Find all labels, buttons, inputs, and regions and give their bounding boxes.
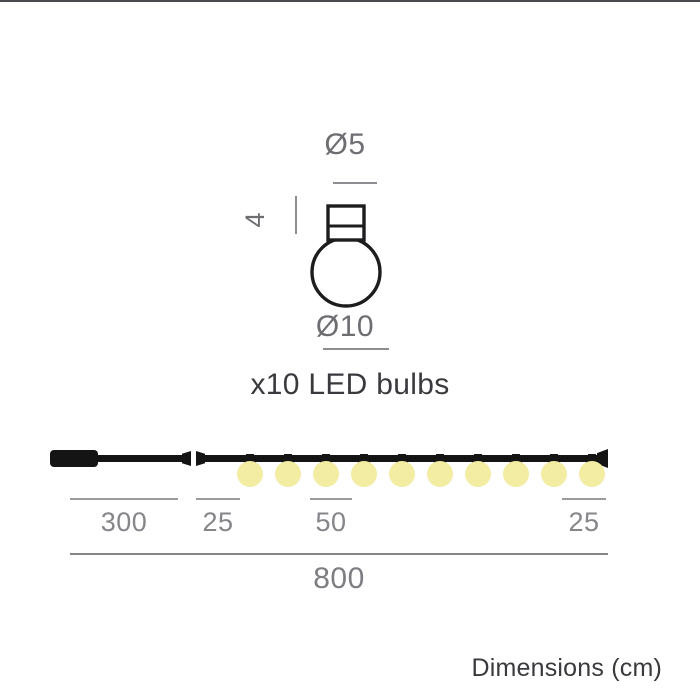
dimension-label: 300 — [100, 507, 148, 537]
bulb-count-caption: x10 LED bulbs — [250, 368, 450, 401]
bulb-globe-icon — [465, 461, 491, 487]
top-border-rule — [0, 0, 700, 2]
led-bulb — [503, 454, 529, 490]
dimension-rule — [196, 498, 240, 500]
bulb-globe-icon — [313, 461, 339, 487]
bulb-globe-icon — [427, 461, 453, 487]
led-bulb — [427, 454, 453, 490]
light-string-diagram — [0, 440, 700, 500]
bulb-globe-icon — [503, 461, 529, 487]
led-bulb — [541, 454, 567, 490]
bulb-cap-icon — [282, 454, 294, 463]
led-bulb — [237, 454, 263, 490]
bulb-cap-icon — [320, 454, 332, 463]
bulb-cap-icon — [358, 454, 370, 463]
bulb-cap-icon — [586, 454, 598, 463]
bulb-cap-icon — [510, 454, 522, 463]
bulb-detail-diagram: Ø5 4 Ø10 — [230, 128, 460, 358]
dimension-rule — [562, 498, 606, 500]
dimension-label: 25 — [202, 507, 234, 537]
connector-male-icon — [182, 451, 191, 466]
total-dimension-label: 800 — [313, 562, 365, 595]
bulb-cap-icon — [548, 454, 560, 463]
bulb-cap-icon — [396, 454, 408, 463]
bulb-globe-icon — [275, 461, 301, 487]
led-bulb — [313, 454, 339, 490]
bulb-globe-icon — [389, 461, 415, 487]
dimension-rule — [310, 498, 352, 500]
end-terminal-icon — [597, 449, 608, 468]
cap-diameter-tick — [333, 182, 377, 184]
bulb-cap-icon — [434, 454, 446, 463]
led-bulb — [389, 454, 415, 490]
cap-height-label: 4 — [240, 212, 270, 228]
bulb-globe-icon — [579, 461, 605, 487]
dimension-rule — [70, 498, 178, 500]
total-dimension-rule — [70, 553, 608, 555]
led-bulb — [465, 454, 491, 490]
bulb-outline-icon — [310, 204, 382, 308]
cap-height-tick — [295, 196, 297, 234]
globe-diameter-tick — [323, 348, 389, 350]
led-bulb — [579, 454, 605, 490]
bulb-globe-icon — [237, 461, 263, 487]
cable-segment-lead — [92, 455, 188, 462]
dimension-label: 50 — [315, 507, 347, 537]
led-bulb — [351, 454, 377, 490]
power-plug-icon — [50, 450, 98, 467]
bulb-cap-icon — [472, 454, 484, 463]
cap-diameter-label: Ø5 — [324, 128, 366, 161]
units-caption: Dimensions (cm) — [471, 654, 662, 682]
connector-female-icon — [196, 451, 205, 466]
bulb-globe-icon — [541, 461, 567, 487]
bulb-globe-icon — [351, 461, 377, 487]
bulb-cap-icon — [244, 454, 256, 463]
dimension-label: 25 — [568, 507, 600, 537]
globe-diameter-label: Ø10 — [315, 310, 375, 343]
led-bulb — [275, 454, 301, 490]
